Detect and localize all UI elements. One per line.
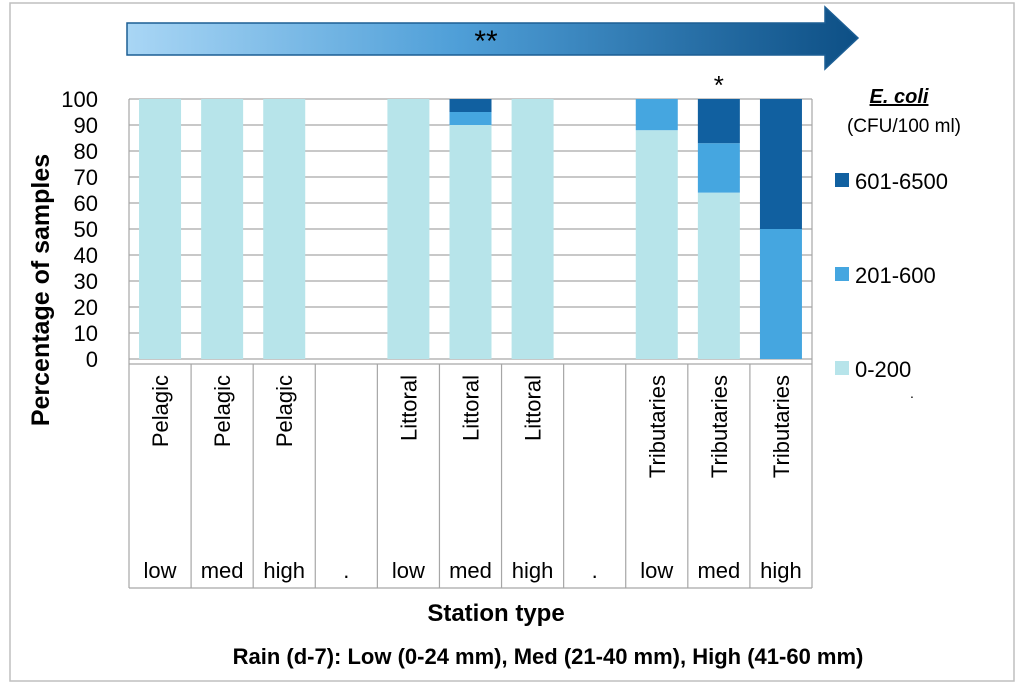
y-tick-label: 100 [61, 87, 98, 112]
bar-segment [263, 99, 306, 359]
category-rain-label: low [144, 558, 177, 583]
legend-entry-label: 601-6500 [855, 169, 948, 194]
category-rain-label: med [201, 558, 244, 583]
category-station-label: Pelagic [210, 375, 235, 447]
bar-segment [139, 99, 182, 359]
legend-swatch [835, 173, 849, 187]
legend-swatch [835, 361, 849, 375]
x-axis-label: Station type [427, 600, 564, 627]
bar-segment [697, 99, 740, 144]
bar-segment [697, 143, 740, 193]
legend: E. coli (CFU/100 ml) 601-6500 201-600 0-20… [835, 86, 961, 401]
legend-title-units: (CFU/100 ml) [847, 116, 961, 137]
bar-segment [635, 130, 678, 359]
bar-segment [635, 99, 678, 131]
category-station-label: Tributaries [707, 375, 732, 478]
y-tick-label: 70 [74, 165, 98, 190]
bar-segment [697, 192, 740, 359]
y-tick-label: 40 [74, 243, 98, 268]
y-tick-label: 50 [74, 217, 98, 242]
y-tick-label: 30 [74, 269, 98, 294]
category-rain-label: high [512, 558, 554, 583]
y-axis-label: Percentage of samples [27, 154, 55, 426]
bar-segment [387, 99, 430, 359]
chart-subtitle: Rain (d-7): Low (0-24 mm), Med (21-40 mm… [233, 644, 864, 669]
category-station-label: Pelagic [272, 375, 297, 447]
bars: * [139, 70, 802, 359]
legend-dot: . [910, 385, 914, 401]
category-rain-label: high [760, 558, 802, 583]
bar-segment [449, 112, 492, 125]
category-rain-label: high [263, 558, 305, 583]
y-tick-label: 60 [74, 191, 98, 216]
category-rain-label: low [640, 558, 673, 583]
y-tick-label: 90 [74, 113, 98, 138]
legend-title-species: E. coli [870, 86, 929, 108]
category-rain-label: med [697, 558, 740, 583]
bar-segment [759, 99, 802, 229]
category-station-label: Tributaries [645, 375, 670, 478]
trend-arrow [126, 5, 860, 71]
category-rain-label: med [449, 558, 492, 583]
category-station-label: Tributaries [769, 375, 794, 478]
y-tick-label: 20 [74, 295, 98, 320]
y-tick-label: 0 [86, 347, 98, 372]
bar-segment [511, 99, 554, 359]
category-station-label: Littoral [459, 375, 484, 441]
y-tick-label: 10 [74, 321, 98, 346]
legend-swatch [835, 267, 849, 281]
legend-entry-label: 201-600 [855, 263, 936, 288]
bar-segment [449, 125, 492, 359]
category-rain-label: . [592, 558, 598, 583]
category-station-label: Littoral [521, 375, 546, 441]
bar-segment [759, 229, 802, 359]
arrow-significance-label: ** [474, 25, 498, 58]
y-tick-label: 80 [74, 139, 98, 164]
category-rain-label: low [392, 558, 425, 583]
category-rain-label: . [343, 558, 349, 583]
category-labels: Pelagic low Pelagic med Pelagic high . Littoral… [144, 364, 802, 588]
legend-entry-label: 0-200 [855, 357, 911, 382]
category-station-label: Littoral [396, 375, 421, 441]
bar-segment [201, 99, 244, 359]
category-station-label: Pelagic [148, 375, 173, 447]
bar-significance-star: * [714, 70, 724, 100]
bar-segment [449, 99, 492, 112]
